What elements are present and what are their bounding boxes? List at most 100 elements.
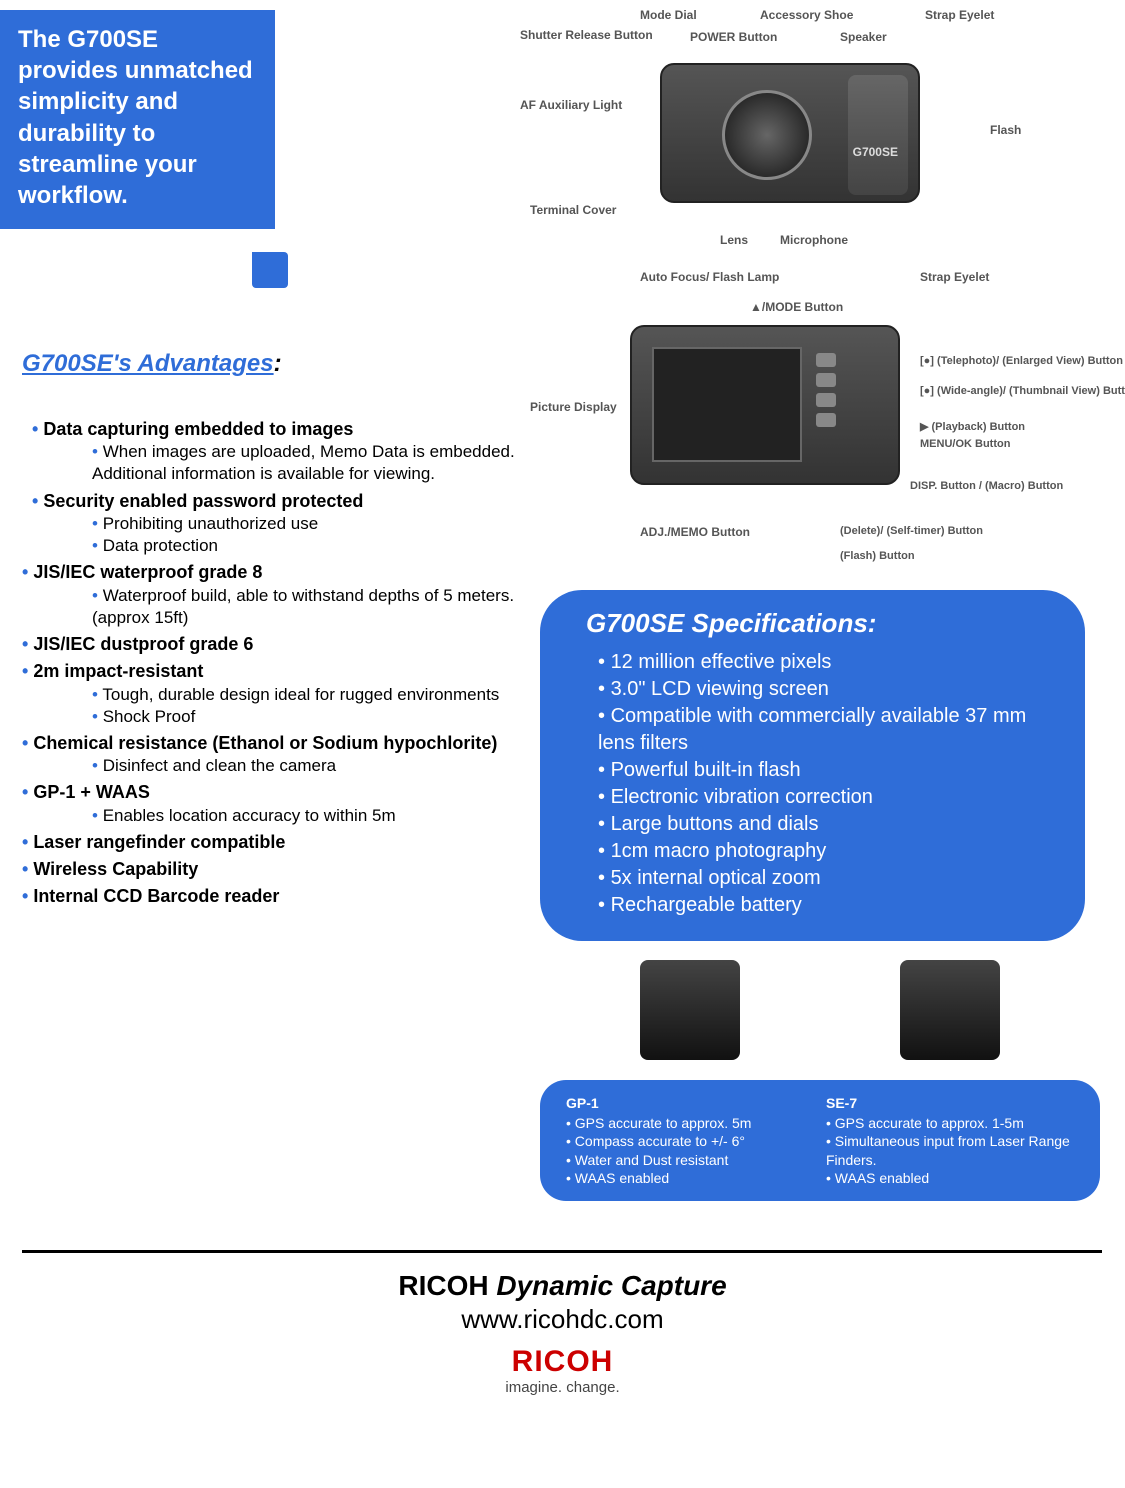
accessory-line: • GPS accurate to approx. 1-5m bbox=[826, 1114, 1074, 1132]
advantage-title: • Laser rangefinder compatible bbox=[22, 831, 522, 854]
accessory-line: • Water and Dust resistant bbox=[566, 1151, 814, 1169]
advantage-item: • JIS/IEC dustproof grade 6 bbox=[22, 633, 522, 656]
label-strap2: Strap Eyelet bbox=[920, 270, 989, 284]
label-mode: Mode Dial bbox=[640, 8, 697, 22]
tagline-callout: The G700SE provides unmatched simplicity… bbox=[0, 10, 275, 229]
advantages-section: G700SE's Advantages: • Data capturing em… bbox=[22, 350, 522, 913]
advantage-sub: • Shock Proof bbox=[92, 706, 522, 728]
advantage-title: • Data capturing embedded to images bbox=[32, 418, 522, 441]
divider bbox=[22, 1250, 1102, 1253]
camera-back-body-icon bbox=[630, 325, 900, 485]
spec-item: Powerful built-in flash bbox=[598, 757, 1055, 784]
spec-item: 5x internal optical zoom bbox=[598, 865, 1055, 892]
se7-column: SE-7 • GPS accurate to approx. 1-5m• Sim… bbox=[820, 1094, 1080, 1187]
label-playback: ▶ (Playback) Button bbox=[920, 420, 1025, 433]
accessory-line: • Simultaneous input from Laser Range Fi… bbox=[826, 1132, 1074, 1168]
advantages-heading: G700SE's Advantages: bbox=[22, 350, 522, 378]
camera-back-diagram: Auto Focus/ Flash Lamp ▲/MODE Button Str… bbox=[530, 270, 1090, 570]
spec-item: 3.0" LCD viewing screen bbox=[598, 676, 1055, 703]
footer-product: Dynamic Capture bbox=[496, 1270, 726, 1301]
advantage-sub: • Prohibiting unauthorized use bbox=[92, 513, 522, 535]
advantage-item: • JIS/IEC waterproof grade 8• Waterproof… bbox=[22, 561, 522, 629]
label-mode-btn: ▲/MODE Button bbox=[750, 300, 843, 314]
label-menu: MENU/OK Button bbox=[920, 438, 1010, 450]
label-lens: Lens bbox=[720, 233, 748, 247]
advantage-item: • Chemical resistance (Ethanol or Sodium… bbox=[22, 732, 522, 777]
label-autofocus: Auto Focus/ Flash Lamp bbox=[640, 270, 779, 284]
accessory-line: • WAAS enabled bbox=[566, 1169, 814, 1187]
advantage-title: • Internal CCD Barcode reader bbox=[22, 885, 522, 908]
tagline-tab bbox=[252, 252, 288, 288]
spec-item: Rechargeable battery bbox=[598, 892, 1055, 919]
advantage-item: • GP-1 + WAAS• Enables location accuracy… bbox=[22, 781, 522, 826]
label-accessory: Accessory Shoe bbox=[760, 8, 853, 22]
advantage-item: • Security enabled password protected• P… bbox=[22, 490, 522, 558]
label-power: POWER Button bbox=[690, 30, 777, 44]
advantages-list: • Data capturing embedded to images• Whe… bbox=[22, 418, 522, 909]
label-picture: Picture Display bbox=[530, 400, 617, 414]
label-shutter: Shutter Release Button bbox=[520, 28, 653, 42]
advantage-sub: • When images are uploaded, Memo Data is… bbox=[92, 441, 522, 485]
ricoh-logo-text: RICOH bbox=[0, 1345, 1125, 1379]
spec-item: Compatible with commercially available 3… bbox=[598, 703, 1055, 757]
advantage-item: • Data capturing embedded to images• Whe… bbox=[22, 418, 522, 486]
advantage-title: • JIS/IEC waterproof grade 8 bbox=[22, 561, 522, 584]
label-flash: Flash bbox=[990, 123, 1021, 137]
spec-item: Large buttons and dials bbox=[598, 811, 1055, 838]
gp1-column: GP-1 • GPS accurate to approx. 5m• Compa… bbox=[560, 1094, 820, 1187]
advantage-sub: • Data protection bbox=[92, 535, 522, 557]
label-af: AF Auxiliary Light bbox=[520, 98, 622, 112]
label-delete: (Delete)/ (Self-timer) Button bbox=[840, 525, 983, 537]
label-adj: ADJ./MEMO Button bbox=[640, 525, 750, 539]
advantage-sub: • Disinfect and clean the camera bbox=[92, 755, 522, 777]
advantage-title: • Security enabled password protected bbox=[32, 490, 522, 513]
spec-item: 1cm macro photography bbox=[598, 838, 1055, 865]
advantage-item: • Wireless Capability bbox=[22, 858, 522, 881]
accessory-line: • WAAS enabled bbox=[826, 1169, 1074, 1187]
label-speaker: Speaker bbox=[840, 30, 887, 44]
gp1-accessory-icon bbox=[640, 960, 740, 1060]
footer-brand: RICOH bbox=[398, 1270, 488, 1301]
accessory-details-box: GP-1 • GPS accurate to approx. 5m• Compa… bbox=[540, 1080, 1100, 1201]
label-wide: [●] (Wide-angle)/ (Thumbnail View) Butto… bbox=[920, 385, 1125, 397]
label-tele: [●] (Telephoto)/ (Enlarged View) Button bbox=[920, 355, 1123, 367]
specifications-title: G700SE Specifications: bbox=[586, 608, 1055, 639]
specifications-list: 12 million effective pixels3.0" LCD view… bbox=[598, 649, 1055, 919]
page: The G700SE provides unmatched simplicity… bbox=[0, 0, 1125, 20]
advantage-sub: • Tough, durable design ideal for rugged… bbox=[92, 684, 522, 706]
label-flashbtn: (Flash) Button bbox=[840, 550, 915, 562]
footer: RICOH Dynamic Capture www.ricohdc.com RI… bbox=[0, 1270, 1125, 1396]
accessory-images bbox=[560, 960, 1080, 1075]
footer-title: RICOH Dynamic Capture bbox=[0, 1270, 1125, 1302]
camera-lens-icon bbox=[722, 90, 812, 180]
footer-logo: RICOH imagine. change. bbox=[0, 1345, 1125, 1396]
spec-item: 12 million effective pixels bbox=[598, 649, 1055, 676]
advantage-title: • 2m impact-resistant bbox=[22, 660, 522, 683]
se7-accessory-icon bbox=[900, 960, 1000, 1060]
se7-title: SE-7 bbox=[826, 1094, 1074, 1112]
advantage-item: • Laser rangefinder compatible bbox=[22, 831, 522, 854]
label-strap: Strap Eyelet bbox=[925, 8, 994, 22]
advantage-item: • 2m impact-resistant• Tough, durable de… bbox=[22, 660, 522, 728]
advantage-title: • Chemical resistance (Ethanol or Sodium… bbox=[22, 732, 522, 755]
spec-item: Electronic vibration correction bbox=[598, 784, 1055, 811]
camera-body-icon: G700SE bbox=[660, 63, 920, 203]
gp1-title: GP-1 bbox=[566, 1094, 814, 1112]
advantages-heading-text: G700SE's Advantages bbox=[22, 350, 274, 377]
accessory-line: • GPS accurate to approx. 5m bbox=[566, 1114, 814, 1132]
advantage-title: • JIS/IEC dustproof grade 6 bbox=[22, 633, 522, 656]
advantage-title: • GP-1 + WAAS bbox=[22, 781, 522, 804]
camera-screen-icon bbox=[652, 347, 802, 462]
accessory-line: • Compass accurate to +/- 6° bbox=[566, 1132, 814, 1150]
ricoh-logo-tag: imagine. change. bbox=[0, 1379, 1125, 1396]
camera-model-label: G700SE bbox=[853, 145, 898, 159]
gp1-lines: • GPS accurate to approx. 5m• Compass ac… bbox=[566, 1114, 814, 1187]
se7-lines: • GPS accurate to approx. 1-5m• Simultan… bbox=[826, 1114, 1074, 1187]
footer-url: www.ricohdc.com bbox=[0, 1304, 1125, 1335]
advantage-sub: • Waterproof build, able to withstand de… bbox=[92, 585, 522, 629]
label-terminal: Terminal Cover bbox=[530, 203, 616, 217]
advantage-item: • Internal CCD Barcode reader bbox=[22, 885, 522, 908]
camera-grip-icon bbox=[848, 75, 908, 195]
label-disp: DISP. Button / (Macro) Button bbox=[910, 480, 1063, 492]
camera-buttons-icon bbox=[816, 347, 886, 433]
